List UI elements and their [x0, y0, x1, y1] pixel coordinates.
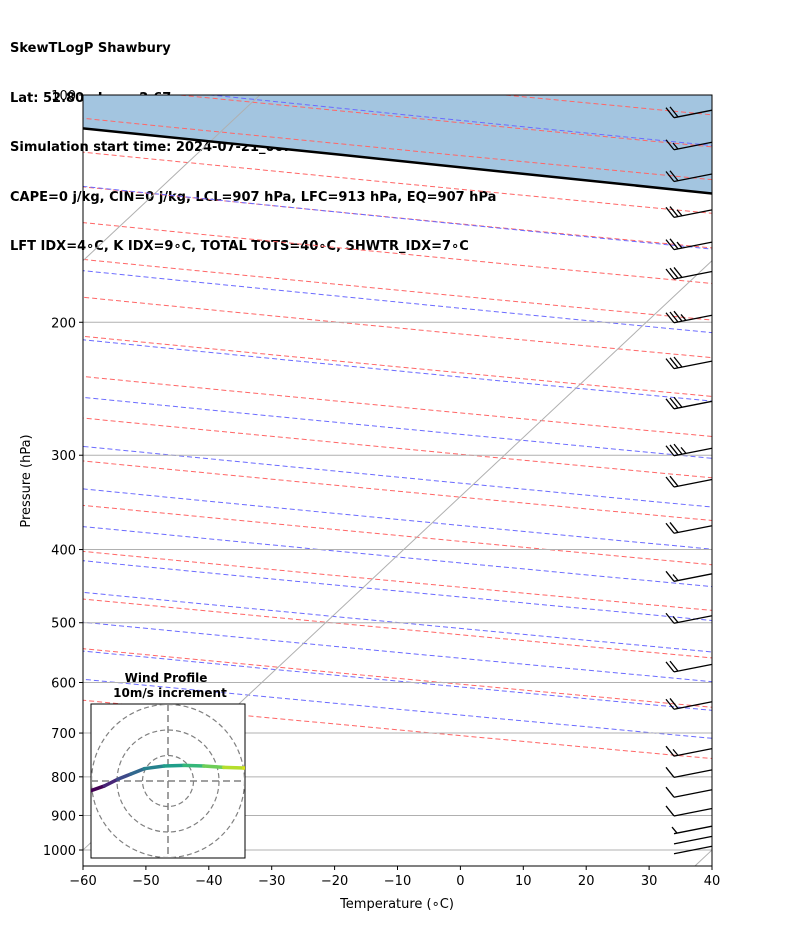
wind-ring [91, 704, 245, 858]
wind-barb [673, 845, 713, 855]
wind-barb [665, 766, 713, 778]
convective-parameters: CAPE=0 j/kg, CIN=0 j/kg, LCL=907 hPa, LF… [10, 189, 497, 205]
hodograph-segment [222, 765, 245, 770]
wind-barb [665, 745, 713, 757]
x-tick-label: −20 [321, 874, 348, 889]
wind-barb [671, 825, 713, 835]
hodograph-segment [129, 766, 146, 776]
hodograph-segment [91, 784, 107, 793]
wind-barb [665, 612, 713, 624]
isotherm [83, 95, 261, 262]
x-tick-label: −60 [69, 874, 96, 889]
dry-adiabat [504, 95, 712, 116]
y-tick-label: 600 [51, 677, 76, 692]
axis-ticks: −60 −50 −40 −30 −20 −10 0 10 20 30 40 100 200 300 400 5… [43, 89, 720, 889]
hodograph-segment [202, 764, 226, 770]
wind-barbs-layer [665, 106, 713, 855]
y-axis-title: Pressure (hPa) [19, 434, 34, 527]
dry-adiabat [83, 375, 712, 437]
hodograph-segment [115, 772, 133, 782]
y-tick-label: 300 [51, 449, 76, 464]
x-tick-label: −40 [195, 874, 222, 889]
wind-profile-inset: Wind Profile 10m/s increment [90, 671, 277, 859]
wind-barb [665, 139, 713, 151]
hodograph-segment [182, 763, 206, 768]
cin-cape-shade [83, 95, 712, 194]
y-tick-label: 800 [51, 771, 76, 786]
x-tick-label: −10 [384, 874, 411, 889]
wind-barb [665, 310, 713, 324]
x-tick-label: −50 [132, 874, 159, 889]
x-tick-label: 10 [515, 874, 532, 889]
hodograph-segment [162, 763, 186, 768]
hodograph-segment [264, 767, 277, 768]
x-tick-label: 0 [456, 874, 464, 889]
wind-barb [665, 238, 713, 251]
wind-barb [665, 170, 713, 183]
x-tick-label: 40 [704, 874, 721, 889]
y-tick-label: 500 [51, 617, 76, 632]
wind-barb [673, 835, 713, 845]
y-tick-label: 700 [51, 727, 76, 742]
wind-barb [665, 786, 713, 798]
y-tick-label: 1000 [43, 844, 76, 859]
hodograph-segment [102, 777, 120, 788]
x-tick-label: 20 [578, 874, 595, 889]
wind-barb [665, 805, 713, 817]
y-tick-label: 200 [51, 316, 76, 331]
wind-barb [665, 267, 713, 280]
y-tick-label: 400 [51, 544, 76, 559]
hodograph-segment [142, 764, 166, 771]
wind-profile-subtitle: 10m/s increment [113, 686, 227, 700]
wind-barb [665, 660, 713, 673]
moist-adiabat [83, 650, 712, 711]
wind-barb [665, 522, 713, 534]
wind-barb [665, 396, 713, 410]
chart-header: SkewTLogP Shawbury Lat: 52.80 Lon: -2.67… [10, 8, 603, 272]
wind-profile-title: Wind Profile [125, 671, 208, 685]
stability-indices: LFT IDX=4∘C, K IDX=9∘C, TOTAL TOTS=40∘C,… [10, 239, 469, 254]
dry-adiabat [83, 648, 712, 708]
wind-barb [665, 106, 713, 119]
y-tick-label: 100 [51, 89, 76, 104]
wind-barb [665, 356, 713, 370]
wind-barb [665, 698, 713, 710]
x-tick-label: 30 [641, 874, 658, 889]
wind-barb [665, 443, 713, 457]
x-tick-label: −30 [258, 874, 285, 889]
wind-barb [665, 206, 713, 218]
y-tick-label: 900 [51, 809, 76, 824]
wind-barb [665, 570, 713, 582]
wind-barb [665, 475, 713, 488]
chart-title: SkewTLogP Shawbury [10, 41, 171, 56]
x-axis-title: Temperature (∘C) [339, 897, 454, 912]
parcel-shade-layer [83, 95, 712, 194]
